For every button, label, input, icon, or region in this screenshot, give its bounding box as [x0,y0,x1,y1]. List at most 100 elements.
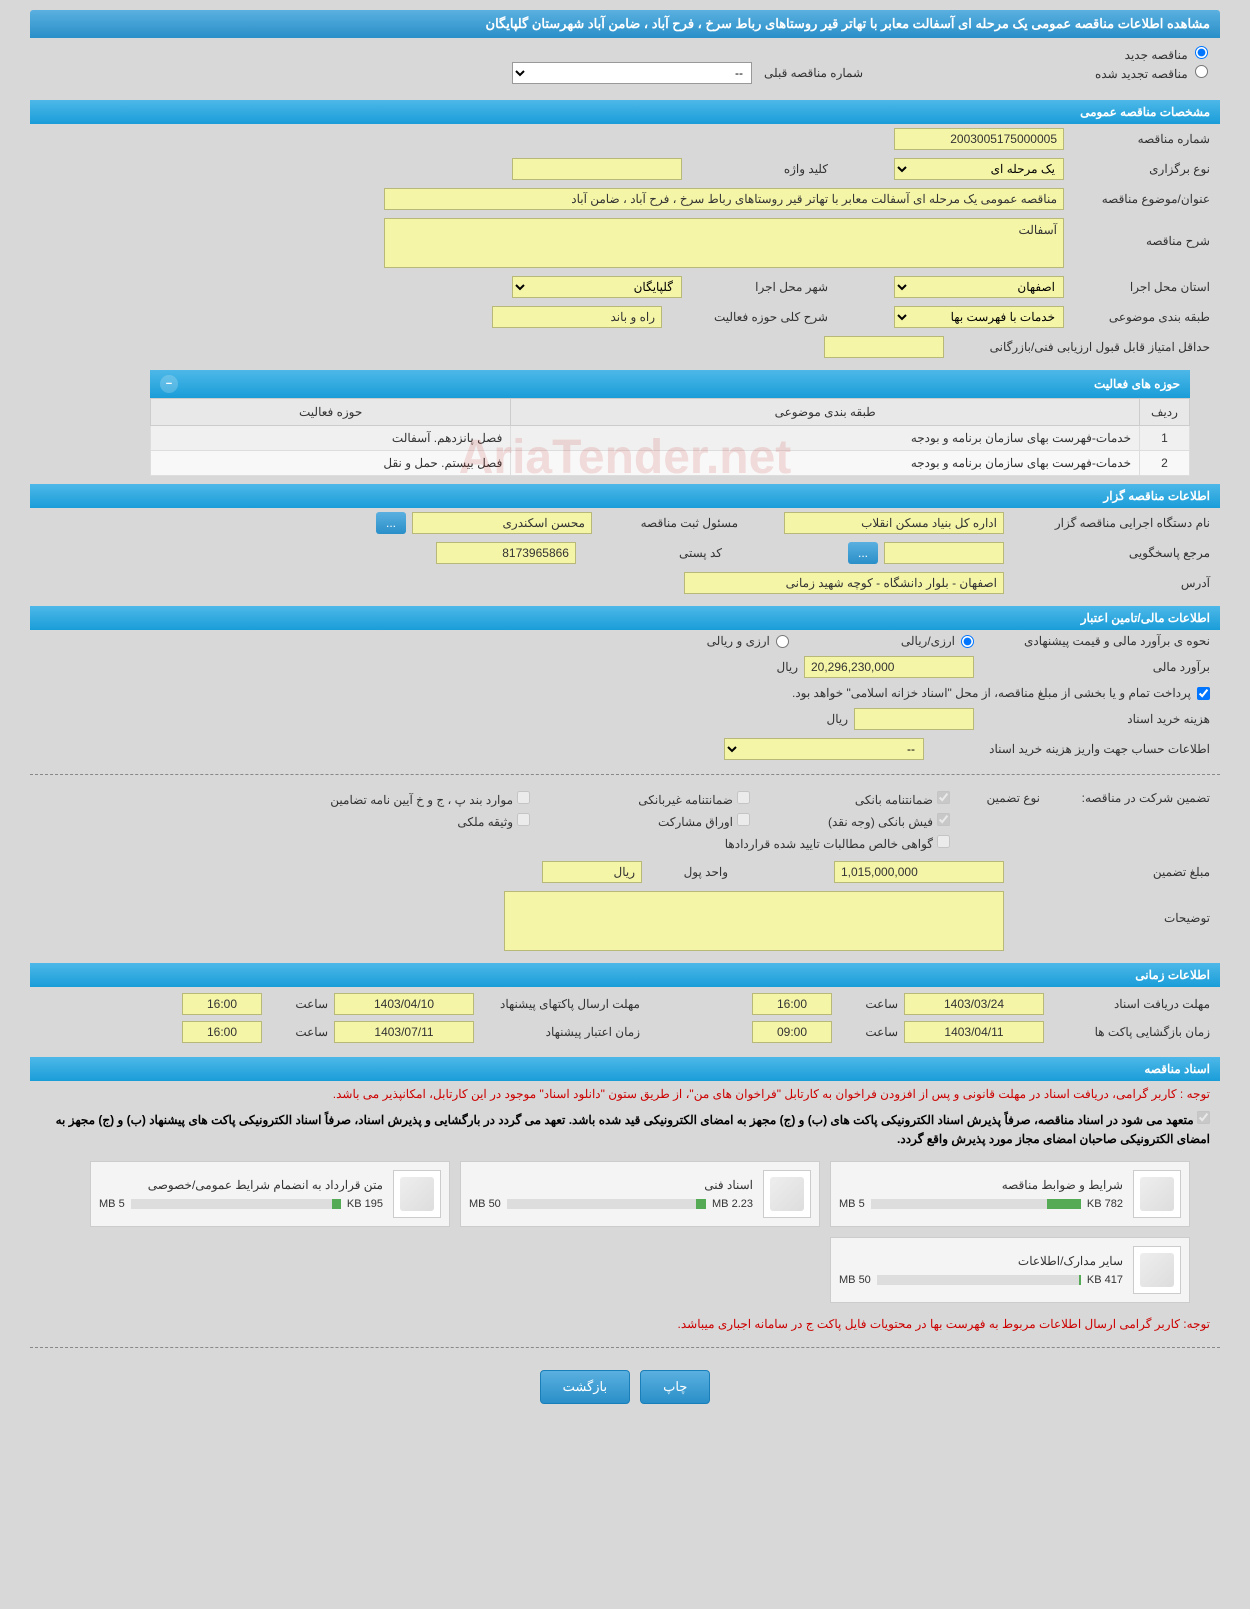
province-select[interactable]: اصفهان [894,276,1064,298]
exec-label: نام دستگاه اجرایی مناقصه گزار [1010,516,1210,530]
chk-receivables-cert[interactable] [937,835,950,848]
radio-currency[interactable] [961,635,974,648]
chk-bank-guarantee[interactable] [937,791,950,804]
receive-deadline-time: 16:00 [752,993,832,1015]
file-box[interactable]: اسناد فنی2.23 MB50 MB [460,1161,820,1227]
address-label: آدرس [1010,576,1210,590]
scope-label: شرح کلی حوزه فعالیت [668,310,828,324]
print-button[interactable]: چاپ [640,1370,710,1404]
chk-property-deposit[interactable] [517,813,530,826]
category-select[interactable]: خدمات با فهرست بها [894,306,1064,328]
lbl-nonbank-guarantee: ضمانتنامه غیربانکی [638,793,733,807]
file-title: شرایط و ضوابط مناقصه [839,1178,1123,1192]
file-total: 5 MB [99,1198,125,1210]
deposit-info-label: اطلاعات حساب جهت واریز هزینه خرید اسناد [930,742,1210,756]
min-score-value [824,336,944,358]
validity-time: 16:00 [182,1021,262,1043]
opening-date: 1403/04/11 [904,1021,1044,1043]
keyword-value [512,158,682,180]
guarantee-notes-value [504,891,1004,951]
lbl-participation-bonds: اوراق مشارکت [658,815,733,829]
time-label-4: ساعت [268,1025,328,1039]
file-used: 782 KB [1087,1198,1123,1210]
lbl-receivables-cert: گواهی خالص مطالبات تایید شده قراردادها [725,837,933,851]
table-row: 2خدمات-فهرست بهای سازمان برنامه و بودجهف… [151,451,1190,476]
reg-more-button[interactable]: ... [376,512,406,534]
prev-number-select[interactable]: -- [512,62,752,84]
treasury-checkbox[interactable] [1197,687,1210,700]
chk-bank-receipt[interactable] [937,813,950,826]
deposit-info-select[interactable]: -- [724,738,924,760]
docs-note2: متعهد می شود در اسناد مناقصه، صرفاً پذیر… [56,1113,1210,1146]
chk-participation-bonds[interactable] [737,813,750,826]
doc-cost-value [854,708,974,730]
holding-type-select[interactable]: یک مرحله ای [894,158,1064,180]
folder-icon [763,1170,811,1218]
doc-cost-unit: ریال [826,712,848,726]
tender-number-label: شماره مناقصه [1070,132,1210,146]
file-box[interactable]: متن قرارداد به انضمام شرایط عمومی/خصوصی1… [90,1161,450,1227]
file-box[interactable]: شرایط و ضوابط مناقصه 782 KB 5 MB [830,1161,1190,1227]
guarantee-amount-label: مبلغ تضمین [1010,865,1210,879]
file-total: 50 MB [839,1274,871,1286]
province-label: استان محل اجرا [1070,280,1210,294]
section-financial: اطلاعات مالی/تامین اعتبار [30,606,1220,630]
opening-time: 09:00 [752,1021,832,1043]
address-value: اصفهان - بلوار دانشگاه - کوچه شهید زمانی [684,572,1004,594]
radio-both-label: ارزی و ریالی [707,634,770,648]
folder-icon [393,1170,441,1218]
activities-title: حوزه های فعالیت [1094,377,1180,391]
radio-new-tender-label: مناقصه جدید [1125,48,1188,62]
activities-table: ردیف طبقه بندی موضوعی حوزه فعالیت 1خدمات… [150,398,1190,476]
file-total: 50 MB [469,1198,501,1210]
est-method-label: نحوه ی برآورد مالی و قیمت پیشنهادی [980,634,1210,648]
opening-label: زمان بازگشایی پاکت ها [1050,1025,1210,1039]
section-general: مشخصات مناقصه عمومی [30,100,1220,124]
currency-unit: ریال [776,660,798,674]
lbl-property-deposit: وثیقه ملکی [457,815,513,829]
file-title: اسناد فنی [469,1178,753,1192]
postal-value: 8173965866 [436,542,576,564]
validity-date: 1403/07/11 [334,1021,474,1043]
back-button[interactable]: بازگشت [540,1370,630,1404]
postal-label: کد پستی [582,546,722,560]
contact-value [884,542,1004,564]
doc-cost-label: هزینه خرید اسناد [980,712,1210,726]
file-title: متن قرارداد به انضمام شرایط عمومی/خصوصی [99,1178,383,1192]
section-timing: اطلاعات زمانی [30,963,1220,987]
file-bar [871,1199,1081,1209]
radio-renewed-tender[interactable] [1195,65,1208,78]
desc-label: شرح مناقصه [1070,218,1210,248]
file-total: 5 MB [839,1198,865,1210]
city-select[interactable]: گلپایگان [512,276,682,298]
table-row: 1خدمات-فهرست بهای سازمان برنامه و بودجهف… [151,426,1190,451]
receive-deadline-label: مهلت دریافت اسناد [1050,997,1210,1011]
est-label: برآورد مالی [980,660,1210,674]
lbl-bylaw-items: موارد بند پ ، ج و خ آیین نامه تضامین [330,793,513,807]
collapse-icon[interactable]: − [160,375,178,393]
radio-new-tender[interactable] [1195,46,1208,59]
contact-label: مرجع پاسخگویی [1010,546,1210,560]
payment-note: پرداخت تمام و یا بخشی از مبلغ مناقصه، از… [792,686,1191,700]
city-label: شهر محل اجرا [688,280,828,294]
chk-bylaw-items[interactable] [517,791,530,804]
section-organizer: اطلاعات مناقصه گزار [30,484,1220,508]
radio-both[interactable] [776,635,789,648]
contact-more-button[interactable]: ... [848,542,878,564]
guarantee-notes-label: توضیحات [1010,891,1210,925]
col-category: طبقه بندی موضوعی [511,399,1140,426]
col-scope: حوزه فعالیت [151,399,511,426]
commitment-checkbox[interactable] [1197,1111,1210,1124]
file-box[interactable]: سایر مدارک/اطلاعات417 KB50 MB [830,1237,1190,1303]
chk-nonbank-guarantee[interactable] [737,791,750,804]
est-value: 20,296,230,000 [804,656,974,678]
guarantee-type-label: نوع تضمین [960,791,1040,805]
min-score-label: حداقل امتیاز قابل قبول ارزیابی فنی/بازرگ… [950,340,1210,354]
lbl-bank-guarantee: ضمانتنامه بانکی [855,793,933,807]
radio-renewed-tender-label: مناقصه تجدید شده [1095,67,1188,81]
validity-label: زمان اعتبار پیشنهاد [480,1025,640,1039]
submit-deadline-label: مهلت ارسال پاکتهای پیشنهاد [480,997,640,1011]
scope-value: راه و باند [492,306,662,328]
file-title: سایر مدارک/اطلاعات [839,1254,1123,1268]
file-bar [877,1275,1081,1285]
